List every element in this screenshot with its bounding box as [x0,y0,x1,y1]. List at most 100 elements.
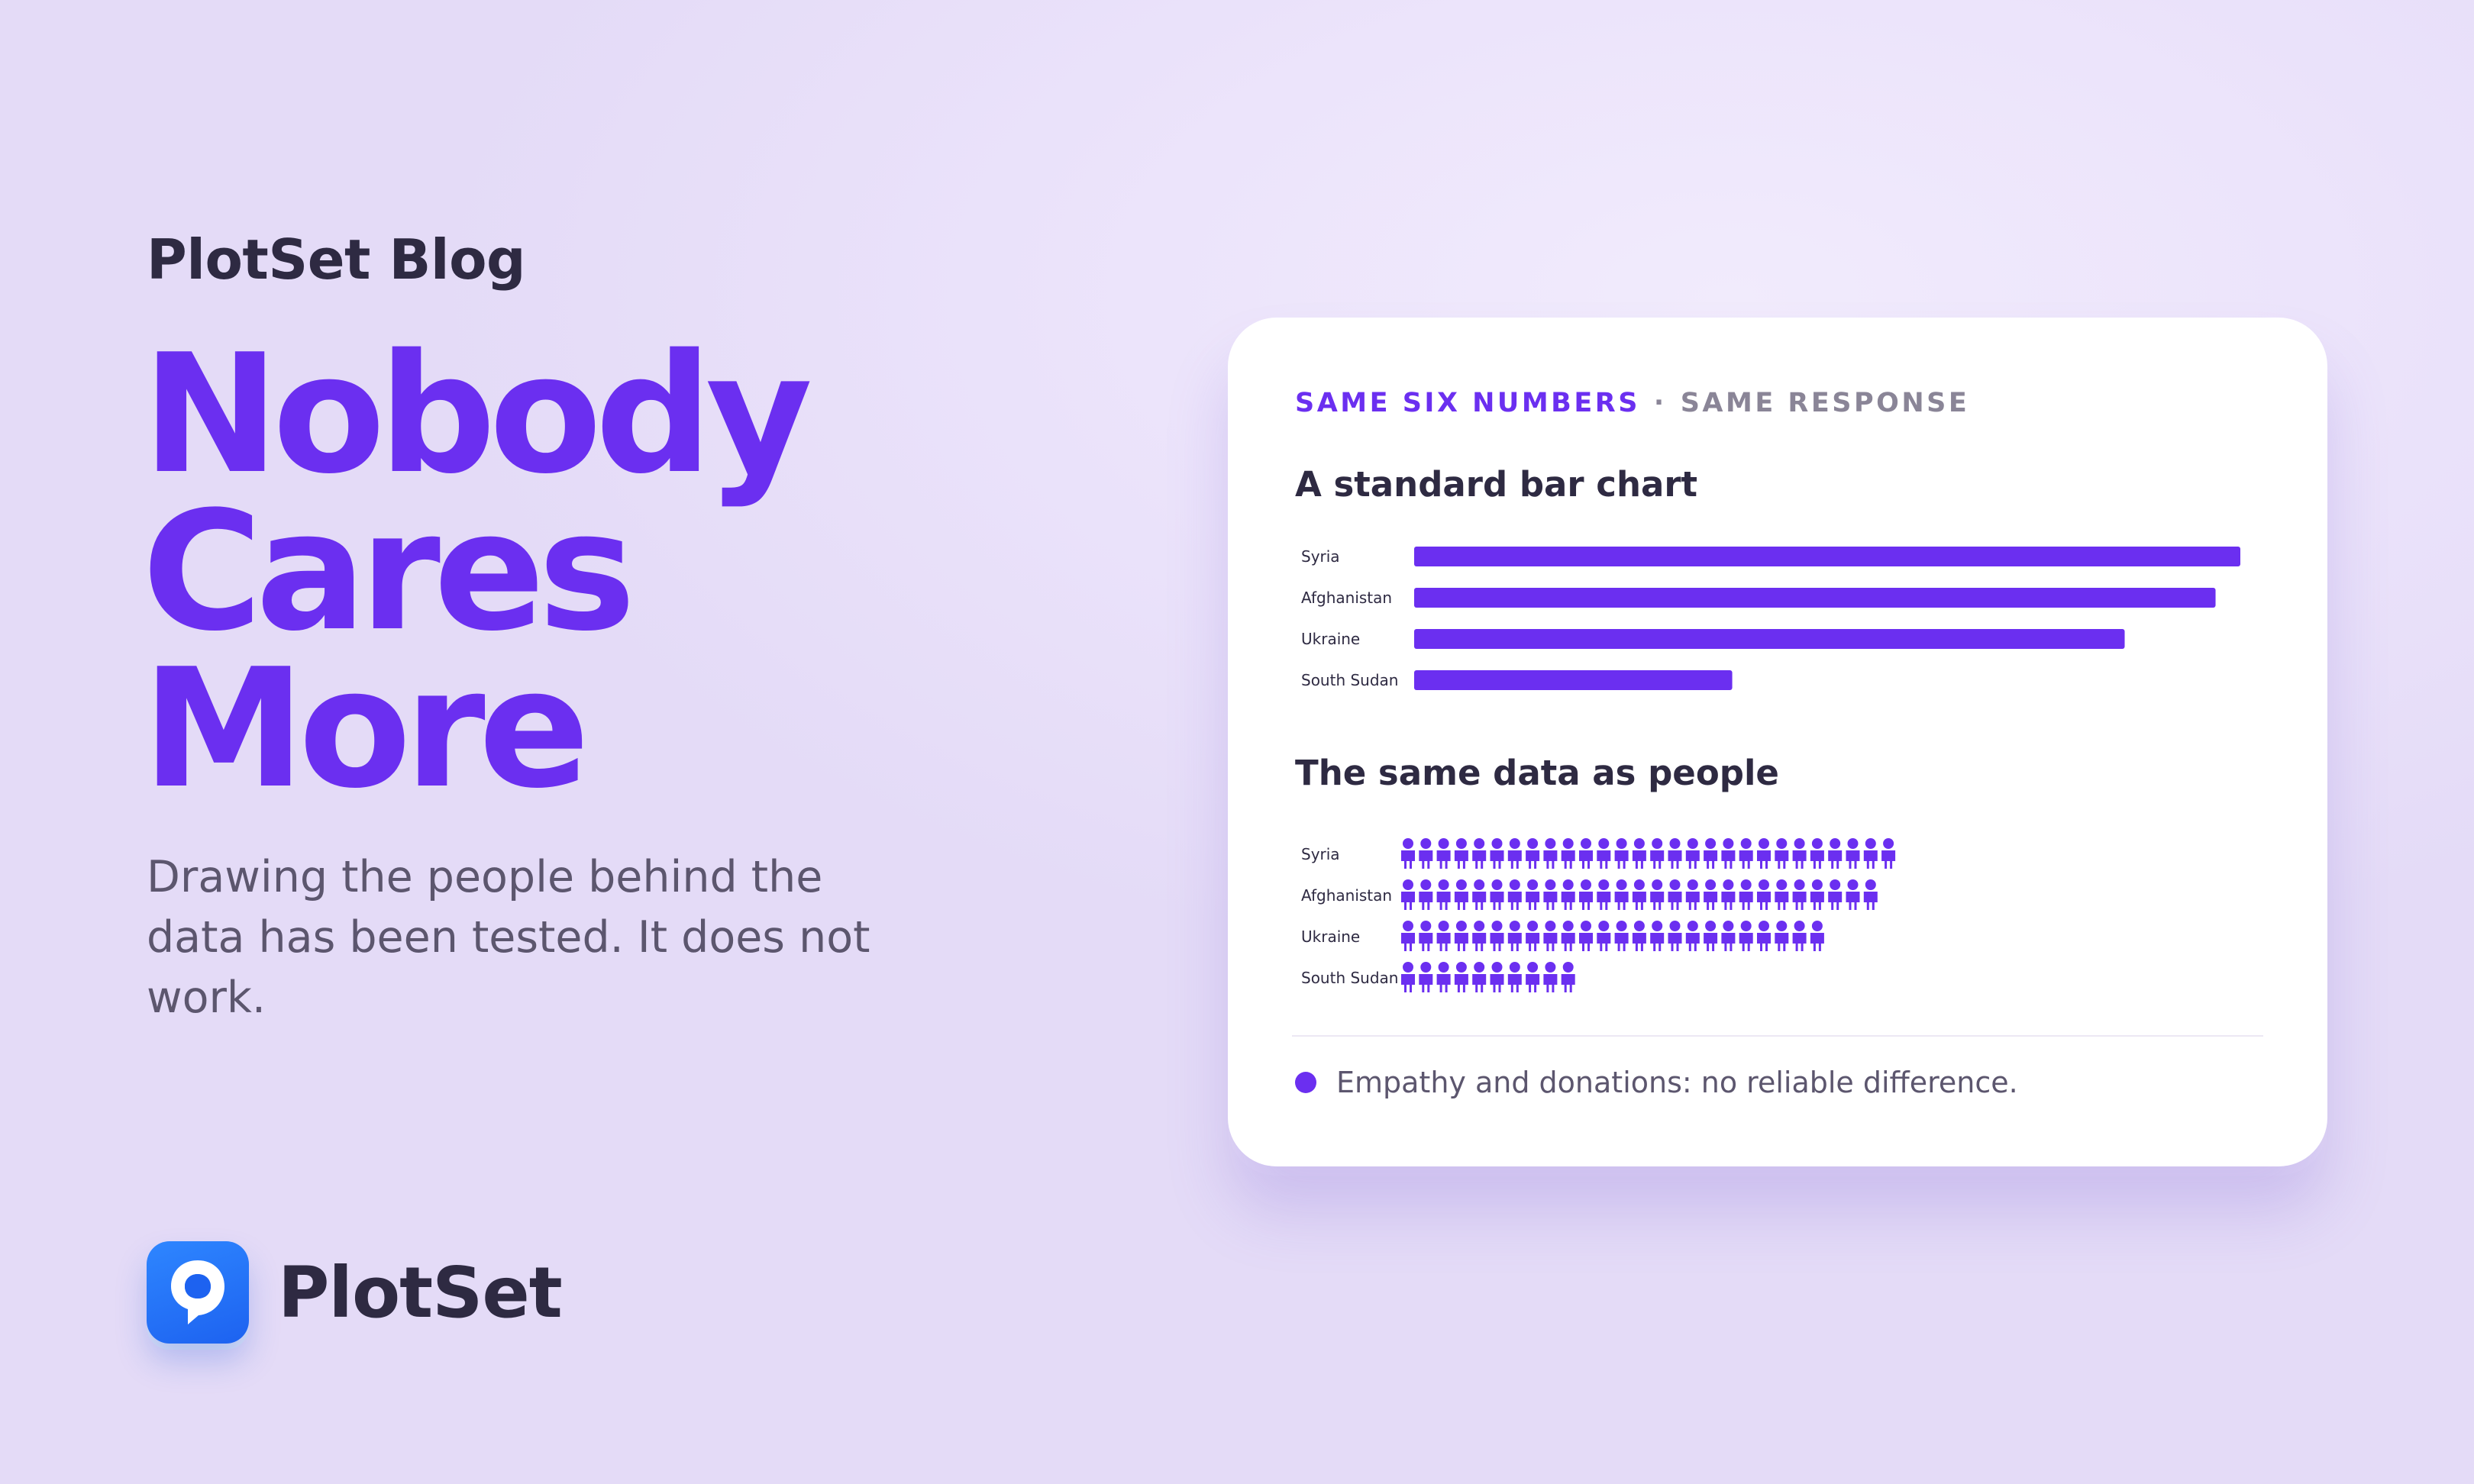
person-icon [1526,921,1540,951]
person-icon [1454,962,1468,992]
person-icon [1792,921,1807,951]
person-icon [1490,879,1504,910]
person-icon [1846,879,1860,910]
blog-label: PlotSet Blog [147,227,526,292]
headline-line-3: More [142,633,590,824]
eyebrow-primary: SAME SIX NUMBERS [1295,388,1640,418]
person-icon [1757,921,1771,951]
person-icon [1597,921,1611,951]
person-icon [1579,838,1593,869]
brand-name: PlotSet [278,1251,563,1334]
person-icon [1757,879,1771,910]
person-icon [1721,838,1736,869]
pictogram-category-label: Syria [1301,845,1340,863]
person-icon [1507,921,1522,951]
person-icon [1561,962,1575,992]
footnote: Empathy and donations: no reliable diffe… [1295,1066,2018,1099]
person-icon [1650,838,1665,869]
person-icon [1543,838,1558,869]
person-icon [1632,879,1646,910]
bar-chart: Syria Afghanistan Ukraine South Sudan [1301,547,2240,690]
bar [1414,588,2216,608]
person-icon [1454,921,1468,951]
person-icon [1668,838,1682,869]
person-icon [1436,962,1451,992]
person-icon [1704,879,1718,910]
person-icon [1881,838,1896,869]
person-icon [1561,921,1575,951]
person-icon [1543,921,1558,951]
person-icon [1632,838,1646,869]
person-icon [1863,879,1878,910]
person-icon [1597,879,1611,910]
headline: Nobody Cares More [142,318,812,824]
person-icon [1792,879,1807,910]
person-icon [1490,921,1504,951]
person-icon [1650,879,1665,910]
card-eyebrow: SAME SIX NUMBERS · SAME RESPONSE [1295,388,1969,418]
person-icon [1685,921,1700,951]
bar-category-label: South Sudan [1301,671,1398,689]
person-icon [1472,921,1487,951]
person-icon [1436,921,1451,951]
person-icon [1436,879,1451,910]
person-icon [1685,838,1700,869]
person-icon [1526,879,1540,910]
person-icon [1775,921,1789,951]
bar-category-label: Syria [1301,547,1340,566]
person-icon [1757,838,1771,869]
person-icon [1704,921,1718,951]
pictogram-chart: Syria Afghanistan Ukraine South Sudan [1301,838,1896,992]
person-icon [1507,879,1522,910]
headline-line-1: Nobody [142,318,812,510]
person-icon [1828,879,1843,910]
bar-category-label: Ukraine [1301,630,1360,648]
person-icon [1597,838,1611,869]
person-icon [1401,838,1415,869]
person-icon [1472,962,1487,992]
chart-card: SAME SIX NUMBERS · SAME RESPONSE A standar… [1228,318,2327,1166]
person-icon [1401,921,1415,951]
person-icon [1739,921,1753,951]
person-icon [1507,962,1522,992]
person-icon [1454,879,1468,910]
eyebrow-separator: · [1653,388,1667,418]
person-icon [1526,962,1540,992]
person-icon [1419,838,1433,869]
person-icon [1401,962,1415,992]
bullet-dot-icon [1295,1072,1316,1093]
person-icon [1419,879,1433,910]
person-icon [1543,879,1558,910]
person-icon [1650,921,1665,951]
person-icon [1579,921,1593,951]
bar-chart-title: A standard bar chart [1295,464,1698,505]
card-divider [1292,1035,2263,1037]
person-icon [1419,962,1433,992]
plotset-logo-icon [147,1241,249,1344]
bar [1414,547,2240,566]
bar [1414,629,2125,649]
person-icon [1632,921,1646,951]
eyebrow-secondary: SAME RESPONSE [1680,388,1970,418]
person-icon [1490,962,1504,992]
person-icon [1561,838,1575,869]
person-icon [1614,921,1629,951]
person-icon [1401,879,1415,910]
footnote-text: Empathy and donations: no reliable diffe… [1336,1066,2018,1099]
person-icon [1828,838,1843,869]
person-icon [1810,879,1824,910]
person-icon [1543,962,1558,992]
person-icon [1526,838,1540,869]
brand[interactable]: PlotSet [147,1241,563,1344]
headline-line-2: Cares [142,476,636,667]
person-icon [1436,838,1451,869]
person-icon [1739,879,1753,910]
person-icon [1775,838,1789,869]
person-icon [1863,838,1878,869]
person-icon [1721,921,1736,951]
pictogram-category-label: South Sudan [1301,969,1398,987]
bar [1414,670,1733,690]
person-icon [1846,838,1860,869]
person-icon [1721,879,1736,910]
person-icon [1507,838,1522,869]
